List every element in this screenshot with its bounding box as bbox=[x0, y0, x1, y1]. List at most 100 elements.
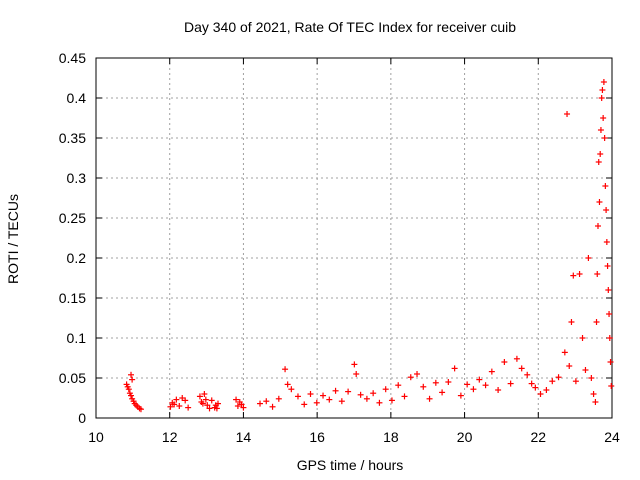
data-point bbox=[532, 384, 539, 391]
data-point bbox=[582, 367, 589, 373]
x-tick-label: 20 bbox=[457, 429, 473, 445]
data-point bbox=[482, 382, 489, 389]
data-point bbox=[439, 389, 446, 396]
data-point bbox=[507, 380, 514, 387]
y-tick-label: 0.25 bbox=[59, 210, 86, 226]
data-point bbox=[171, 401, 178, 408]
data-point bbox=[213, 405, 220, 412]
data-point bbox=[294, 393, 301, 400]
x-tick-label: 10 bbox=[88, 429, 104, 445]
data-point bbox=[128, 392, 135, 399]
data-point bbox=[284, 381, 291, 388]
data-point bbox=[513, 355, 520, 362]
data-point bbox=[307, 391, 314, 397]
data-point bbox=[196, 393, 203, 400]
data-point bbox=[594, 223, 601, 229]
y-tick-label: 0.35 bbox=[59, 130, 86, 146]
data-point bbox=[313, 399, 320, 406]
data-point bbox=[597, 151, 604, 157]
y-tick-label: 0.4 bbox=[67, 90, 87, 106]
data-point bbox=[208, 397, 215, 404]
data-point bbox=[414, 371, 421, 377]
data-point bbox=[275, 395, 282, 402]
y-tick-label: 0.1 bbox=[67, 330, 87, 346]
data-point bbox=[464, 381, 471, 388]
x-tick-label: 12 bbox=[162, 429, 178, 445]
data-point bbox=[282, 366, 289, 373]
data-point bbox=[595, 159, 602, 165]
data-point bbox=[238, 401, 245, 408]
data-point bbox=[401, 393, 408, 400]
data-point bbox=[572, 378, 579, 385]
y-axis-label: ROTI / TECUs bbox=[5, 194, 21, 284]
x-tick-label: 18 bbox=[383, 429, 399, 445]
data-point bbox=[596, 199, 603, 205]
data-point bbox=[602, 183, 609, 189]
data-point bbox=[501, 359, 508, 365]
data-point bbox=[173, 396, 180, 403]
y-tick-label: 0.2 bbox=[67, 250, 87, 266]
data-point bbox=[125, 386, 132, 393]
tick-layer: 0 0.05 0.1 0.15 0.2 0.25 0.3 0.35 0.4 0.45 10 12 14 1… bbox=[59, 50, 620, 445]
data-point bbox=[363, 395, 370, 402]
data-point bbox=[129, 376, 136, 383]
data-point bbox=[338, 398, 345, 405]
data-point bbox=[597, 127, 604, 133]
data-point bbox=[445, 379, 452, 385]
data-point bbox=[601, 135, 608, 141]
data-point bbox=[233, 396, 240, 403]
data-point bbox=[182, 397, 189, 404]
data-point bbox=[137, 406, 144, 413]
data-point bbox=[263, 398, 270, 405]
data-point bbox=[320, 392, 327, 399]
x-axis-label: GPS time / hours bbox=[297, 457, 404, 473]
data-point bbox=[420, 383, 427, 390]
data-point bbox=[426, 395, 433, 402]
data-point bbox=[607, 359, 614, 365]
y-tick-label: 0.15 bbox=[59, 290, 86, 306]
data-point bbox=[457, 392, 464, 399]
x-tick-label: 24 bbox=[604, 429, 620, 445]
data-point bbox=[257, 400, 264, 407]
data-point bbox=[549, 378, 556, 385]
data-point bbox=[206, 405, 213, 412]
data-point bbox=[301, 401, 308, 408]
data-point bbox=[606, 311, 613, 317]
data-point bbox=[605, 287, 612, 293]
data-point bbox=[204, 402, 211, 409]
points-layer bbox=[123, 79, 615, 413]
data-point bbox=[351, 361, 358, 368]
data-point bbox=[407, 374, 414, 381]
axis-layer bbox=[95, 57, 613, 419]
data-point bbox=[432, 379, 439, 386]
data-point bbox=[594, 271, 601, 277]
data-point bbox=[604, 263, 611, 269]
data-point bbox=[202, 396, 209, 403]
data-point bbox=[353, 371, 360, 377]
x-tick-label: 14 bbox=[236, 429, 252, 445]
data-point bbox=[370, 390, 377, 397]
data-point bbox=[176, 403, 183, 409]
data-point bbox=[603, 207, 610, 213]
data-point bbox=[599, 87, 606, 93]
data-point bbox=[128, 371, 135, 378]
plot-frame bbox=[95, 57, 613, 419]
y-tick-label: 0.3 bbox=[67, 170, 87, 186]
data-point bbox=[555, 374, 562, 381]
data-point bbox=[524, 371, 531, 378]
data-point bbox=[606, 335, 613, 341]
data-point bbox=[476, 376, 483, 383]
data-point bbox=[608, 383, 615, 389]
data-point bbox=[598, 95, 605, 101]
data-point bbox=[185, 404, 192, 411]
data-point bbox=[376, 399, 383, 406]
data-point bbox=[590, 391, 597, 397]
x-tick-label: 22 bbox=[530, 429, 546, 445]
data-point bbox=[566, 363, 573, 369]
data-point bbox=[345, 388, 352, 395]
data-point bbox=[288, 386, 295, 393]
data-point bbox=[269, 403, 276, 410]
